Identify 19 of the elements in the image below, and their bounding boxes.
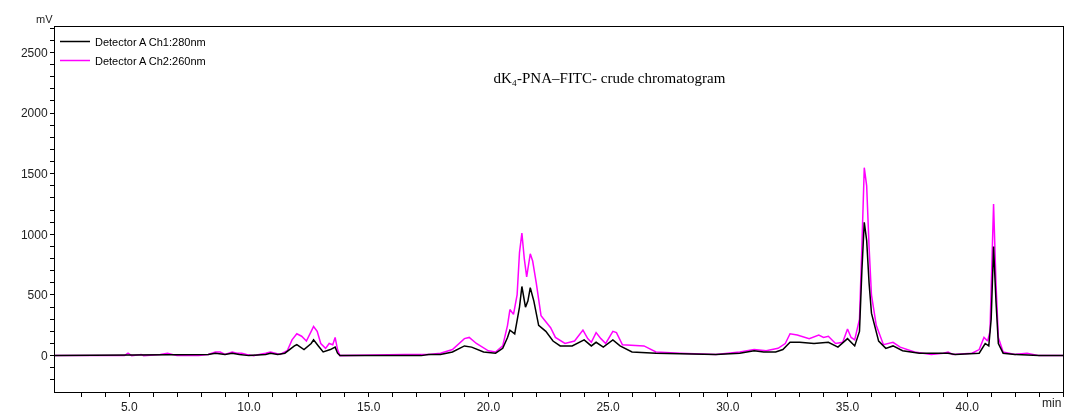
x-tick-label: 20.0 [476, 400, 501, 415]
legend-label: Detector A Ch2:260nm [95, 54, 206, 67]
x-tick-label: 40.0 [955, 400, 980, 415]
y-tick-label: 2500 [20, 45, 48, 60]
x-tick-label: 15.0 [356, 400, 381, 415]
x-tick-label: 25.0 [596, 400, 621, 415]
x-tick-label: 30.0 [716, 400, 740, 415]
y-tick-label: 1000 [20, 227, 48, 242]
y-tick-label: 0 [40, 348, 48, 363]
x-axis-title: min [1042, 396, 1062, 410]
y-tick-label: 1500 [20, 166, 48, 181]
x-tick-label: 35.0 [835, 400, 860, 415]
y-axis-title: mV [36, 13, 54, 25]
x-tick-label: 5.0 [120, 400, 138, 415]
y-tick-label: 2000 [20, 106, 48, 121]
text: dK₄-PNA–FITC- crude chromatogram [493, 70, 726, 87]
x-tick-label: 10.0 [237, 400, 261, 415]
y-tick-label: 500 [27, 288, 48, 303]
legend-label: Detector A Ch1:280nm [95, 35, 206, 48]
